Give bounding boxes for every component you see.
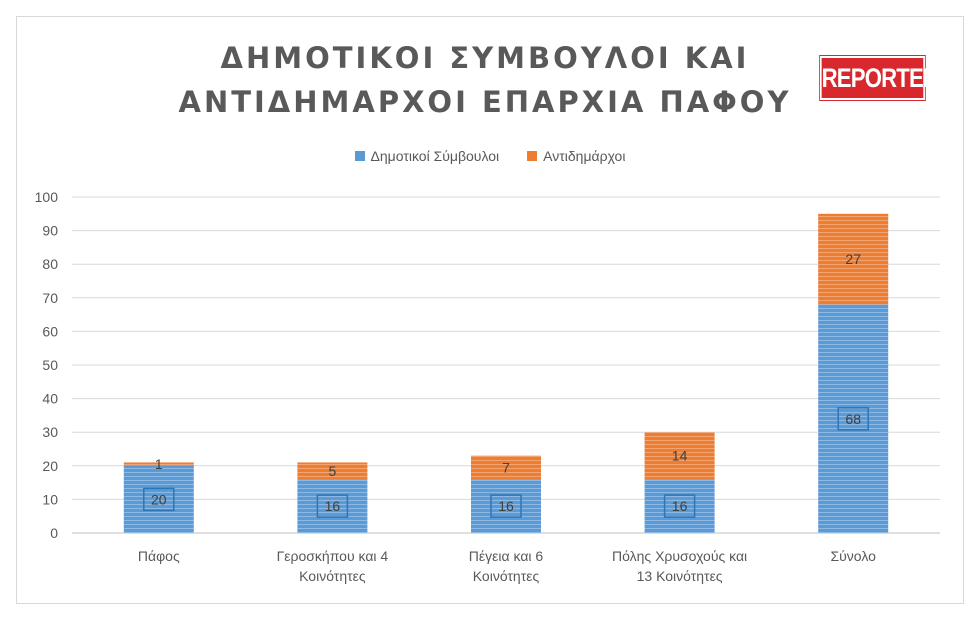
- x-category-label: Σύνολο: [830, 548, 876, 564]
- bar-segment-series-1: [297, 479, 368, 533]
- bar-segment-series-1: [471, 479, 541, 533]
- bar-segment-series-2: [818, 213, 889, 305]
- chart-title: ΔΗΜΟΤΙΚΟΙ ΣΥΜΒΟΥΛΟΙ ΚΑΙ ΑΝΤΙΔΗΜΑΡΧΟΙ ΕΠΑ…: [150, 36, 820, 124]
- bar-segment-series-2: [297, 462, 368, 480]
- bar-segment-series-2: [471, 455, 541, 480]
- bar-segment-series-1: [644, 479, 715, 533]
- data-label-series-1: 16: [325, 498, 341, 514]
- legend-item-series-2: Αντιδημάρχοι: [527, 148, 625, 164]
- data-label-series-2: 5: [329, 463, 337, 479]
- bar-segment-series-1: [123, 465, 194, 533]
- legend-label-series-2: Αντιδημάρχοι: [543, 148, 626, 164]
- x-category-label: 13 Κοινότητες: [637, 568, 723, 584]
- reporter-logo: REPORTER: [820, 56, 939, 100]
- data-label-series-2: 7: [502, 459, 510, 475]
- y-tick-label: 60: [42, 323, 58, 339]
- data-label-box: [143, 487, 175, 512]
- bar-segment-series-2: [644, 432, 715, 480]
- chart-title-line-2: ΑΝΤΙΔΗΜΑΡΧΟΙ ΕΠΑΡΧΙΑ ΠΑΦΟΥ: [178, 85, 792, 119]
- y-tick-label: 70: [42, 290, 58, 306]
- y-tick-label: 90: [42, 223, 58, 239]
- data-label-series-2: 14: [672, 448, 688, 464]
- data-label-box: [837, 407, 869, 431]
- y-tick-label: 100: [35, 189, 59, 205]
- data-label-series-1: 16: [498, 498, 514, 514]
- y-tick-label: 30: [42, 424, 58, 440]
- x-category-label: Πάφος: [138, 548, 180, 564]
- chart-title-line-1: ΔΗΜΟΤΙΚΟΙ ΣΥΜΒΟΥΛΟΙ ΚΑΙ: [220, 41, 750, 75]
- x-category-label: Κοινότητες: [473, 568, 540, 584]
- y-tick-label: 80: [42, 256, 58, 272]
- x-category-label: Πέγεια και 6: [469, 548, 544, 564]
- data-label-series-2: 1: [155, 456, 163, 472]
- chart-legend: Δημοτικοί Σύμβουλοι Αντιδημάρχοι: [0, 148, 980, 164]
- data-label-box: [316, 494, 349, 518]
- x-category-label: Πόλης Χρυσοχούς και: [612, 548, 747, 564]
- data-label-series-1: 16: [672, 498, 688, 514]
- x-category-label: Γεροσκήπου και 4: [277, 548, 389, 564]
- legend-swatch-series-1: [354, 151, 365, 161]
- data-label-series-1: 68: [845, 411, 861, 427]
- legend-label-series-1: Δημοτικοί Σύμβουλοι: [370, 148, 500, 164]
- data-label-box: [490, 494, 522, 518]
- y-tick-label: 0: [50, 525, 58, 541]
- x-category-label: Κοινότητες: [299, 568, 366, 584]
- y-tick-label: 50: [42, 357, 58, 373]
- data-label-box: [663, 494, 696, 518]
- y-tick-label: 20: [42, 458, 58, 474]
- data-label-series-1: 20: [151, 491, 167, 507]
- y-tick-label: 40: [42, 391, 58, 407]
- bar-segment-series-2: [123, 462, 194, 466]
- bar-segment-series-1: [818, 304, 889, 533]
- y-tick-label: 10: [42, 491, 58, 507]
- data-label-series-2: 27: [845, 251, 861, 267]
- legend-swatch-series-2: [527, 151, 538, 161]
- legend-item-series-1: Δημοτικοί Σύμβουλοι: [354, 148, 500, 164]
